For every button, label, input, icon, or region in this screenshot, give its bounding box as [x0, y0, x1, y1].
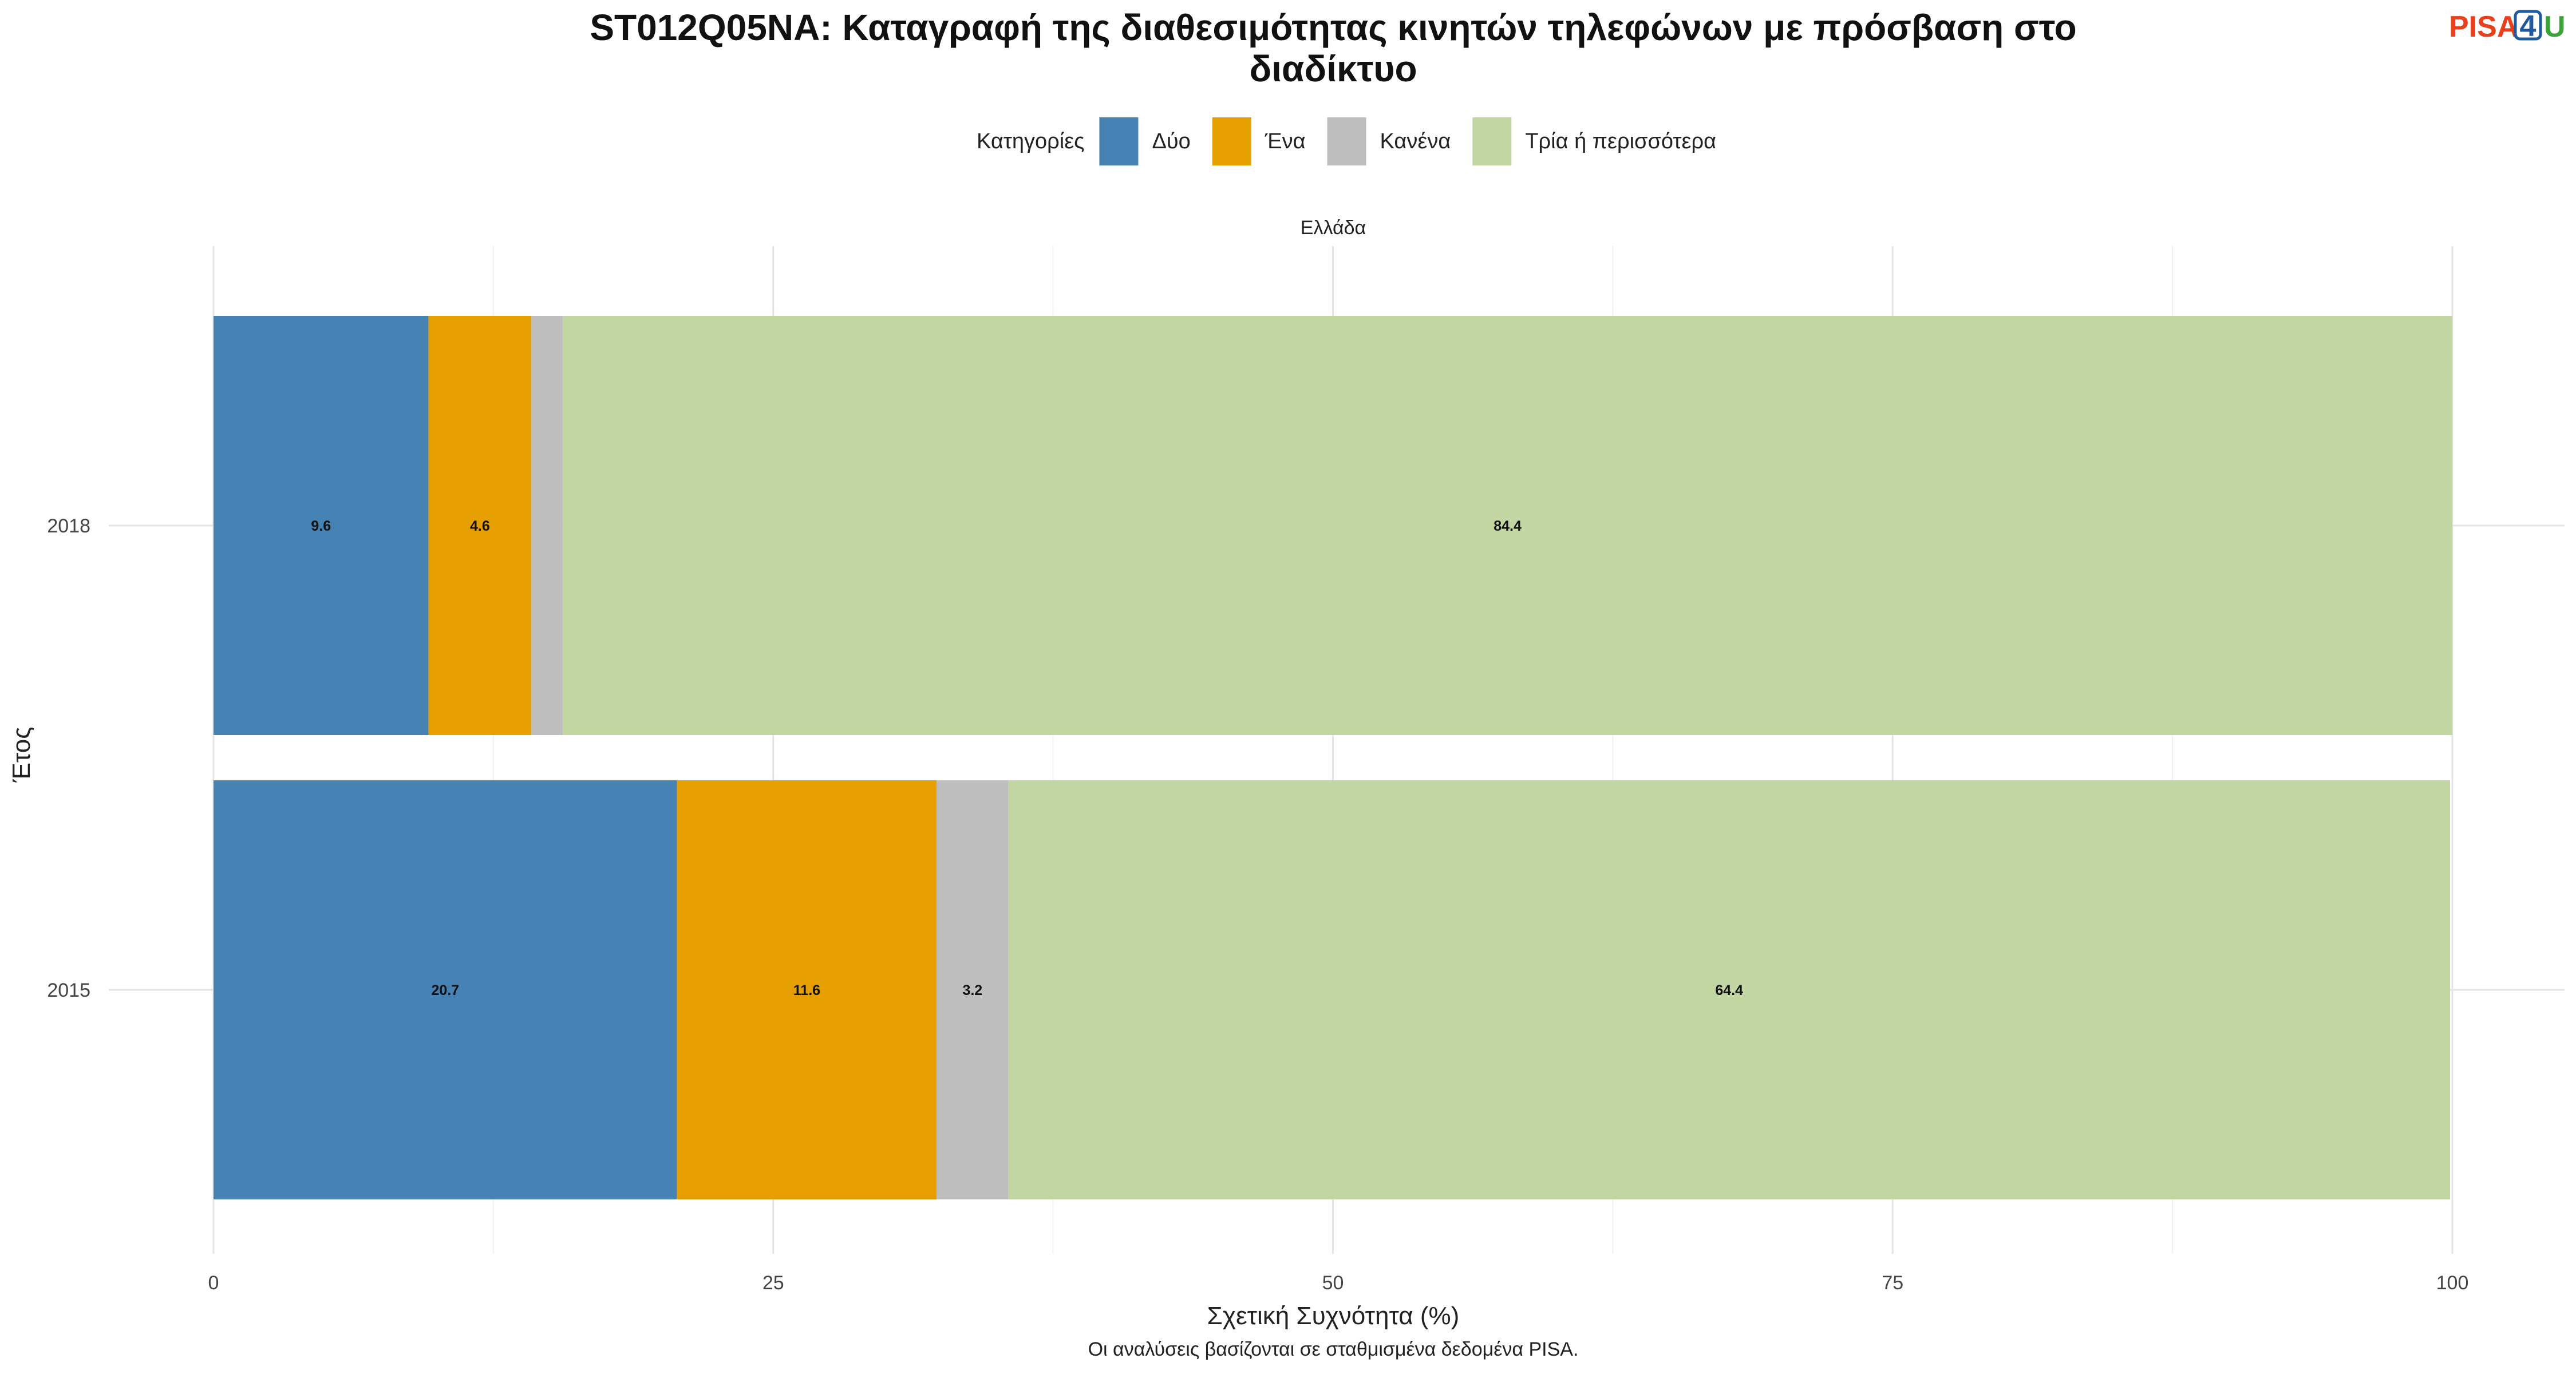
chart-title-line1: ST012Q05NA: Καταγραφή της διαθεσιμότητας… — [590, 7, 2076, 48]
legend-label-1: Ένα — [1265, 129, 1306, 153]
legend-swatch-3 — [1472, 117, 1512, 165]
legend: Κατηγορίες Δύο Ένα Κανένα Τρία ή περισσότερ… — [977, 117, 1716, 165]
x-tick-label: 25 — [762, 1272, 784, 1294]
bar-2018-series-2 — [531, 316, 563, 735]
x-tick-label: 50 — [1322, 1272, 1344, 1294]
y-axis-tick-labels: 2018 2015 — [47, 515, 90, 1001]
bar-2015-series-2 — [937, 780, 1009, 1199]
bar-2018-series-3 — [563, 316, 2453, 735]
y-tick-label: 2018 — [47, 515, 90, 537]
bar-value-label: 20.7 — [431, 982, 459, 998]
legend-swatch-1 — [1212, 117, 1251, 165]
bar-value-label: 4.6 — [470, 518, 490, 534]
facet-strip-label: Ελλάδα — [1301, 217, 1366, 239]
logo-box — [2514, 10, 2542, 41]
caption: Οι αναλύσεις βασίζονται σε σταθμισμένα δ… — [1088, 1339, 1579, 1360]
logo-text-pisa: PISA — [2449, 10, 2518, 44]
y-axis-title: Έτος — [7, 727, 35, 783]
legend-title: Κατηγορίες — [977, 129, 1084, 153]
bar-2015-series-0 — [214, 780, 677, 1199]
bars — [214, 316, 2453, 1199]
bar-value-label: 3.2 — [962, 982, 982, 998]
legend-label-2: Κανένα — [1380, 129, 1451, 153]
logo-text-4: 4 — [2520, 10, 2537, 43]
bar-2015-series-1 — [677, 780, 937, 1199]
x-axis-title: Σχετική Συχνότητα (%) — [1207, 1302, 1460, 1330]
x-tick-label: 75 — [1882, 1272, 1903, 1294]
bar-labels: 9.6 4.6 84.4 20.7 11.6 3.2 64.4 — [311, 518, 1743, 998]
legend-label-0: Δύο — [1152, 129, 1190, 153]
bar-value-label: 84.4 — [1494, 518, 1522, 534]
x-axis-tick-labels: 0 25 50 75 100 — [208, 1272, 2469, 1294]
x-tick-label: 100 — [2436, 1272, 2469, 1294]
logo-text-u: U — [2544, 10, 2566, 44]
bar-2018-series-1 — [428, 316, 532, 735]
y-tick-label: 2015 — [47, 980, 90, 1001]
legend-swatch-2 — [1327, 117, 1366, 165]
x-tick-label: 0 — [208, 1272, 219, 1294]
bar-value-label: 9.6 — [311, 518, 331, 534]
bar-2018-series-0 — [214, 316, 429, 735]
bar-value-label: 11.6 — [793, 982, 820, 998]
bar-2015-series-3 — [1008, 780, 2451, 1199]
legend-label-3: Τρία ή περισσότερα — [1525, 129, 1716, 153]
chart-title-line2: διαδίκτυο — [1249, 48, 1417, 89]
legend-swatch-0 — [1099, 117, 1139, 165]
pisa4u-logo: PISA 4 U — [2449, 10, 2566, 44]
bar-value-label: 64.4 — [1715, 982, 1743, 998]
